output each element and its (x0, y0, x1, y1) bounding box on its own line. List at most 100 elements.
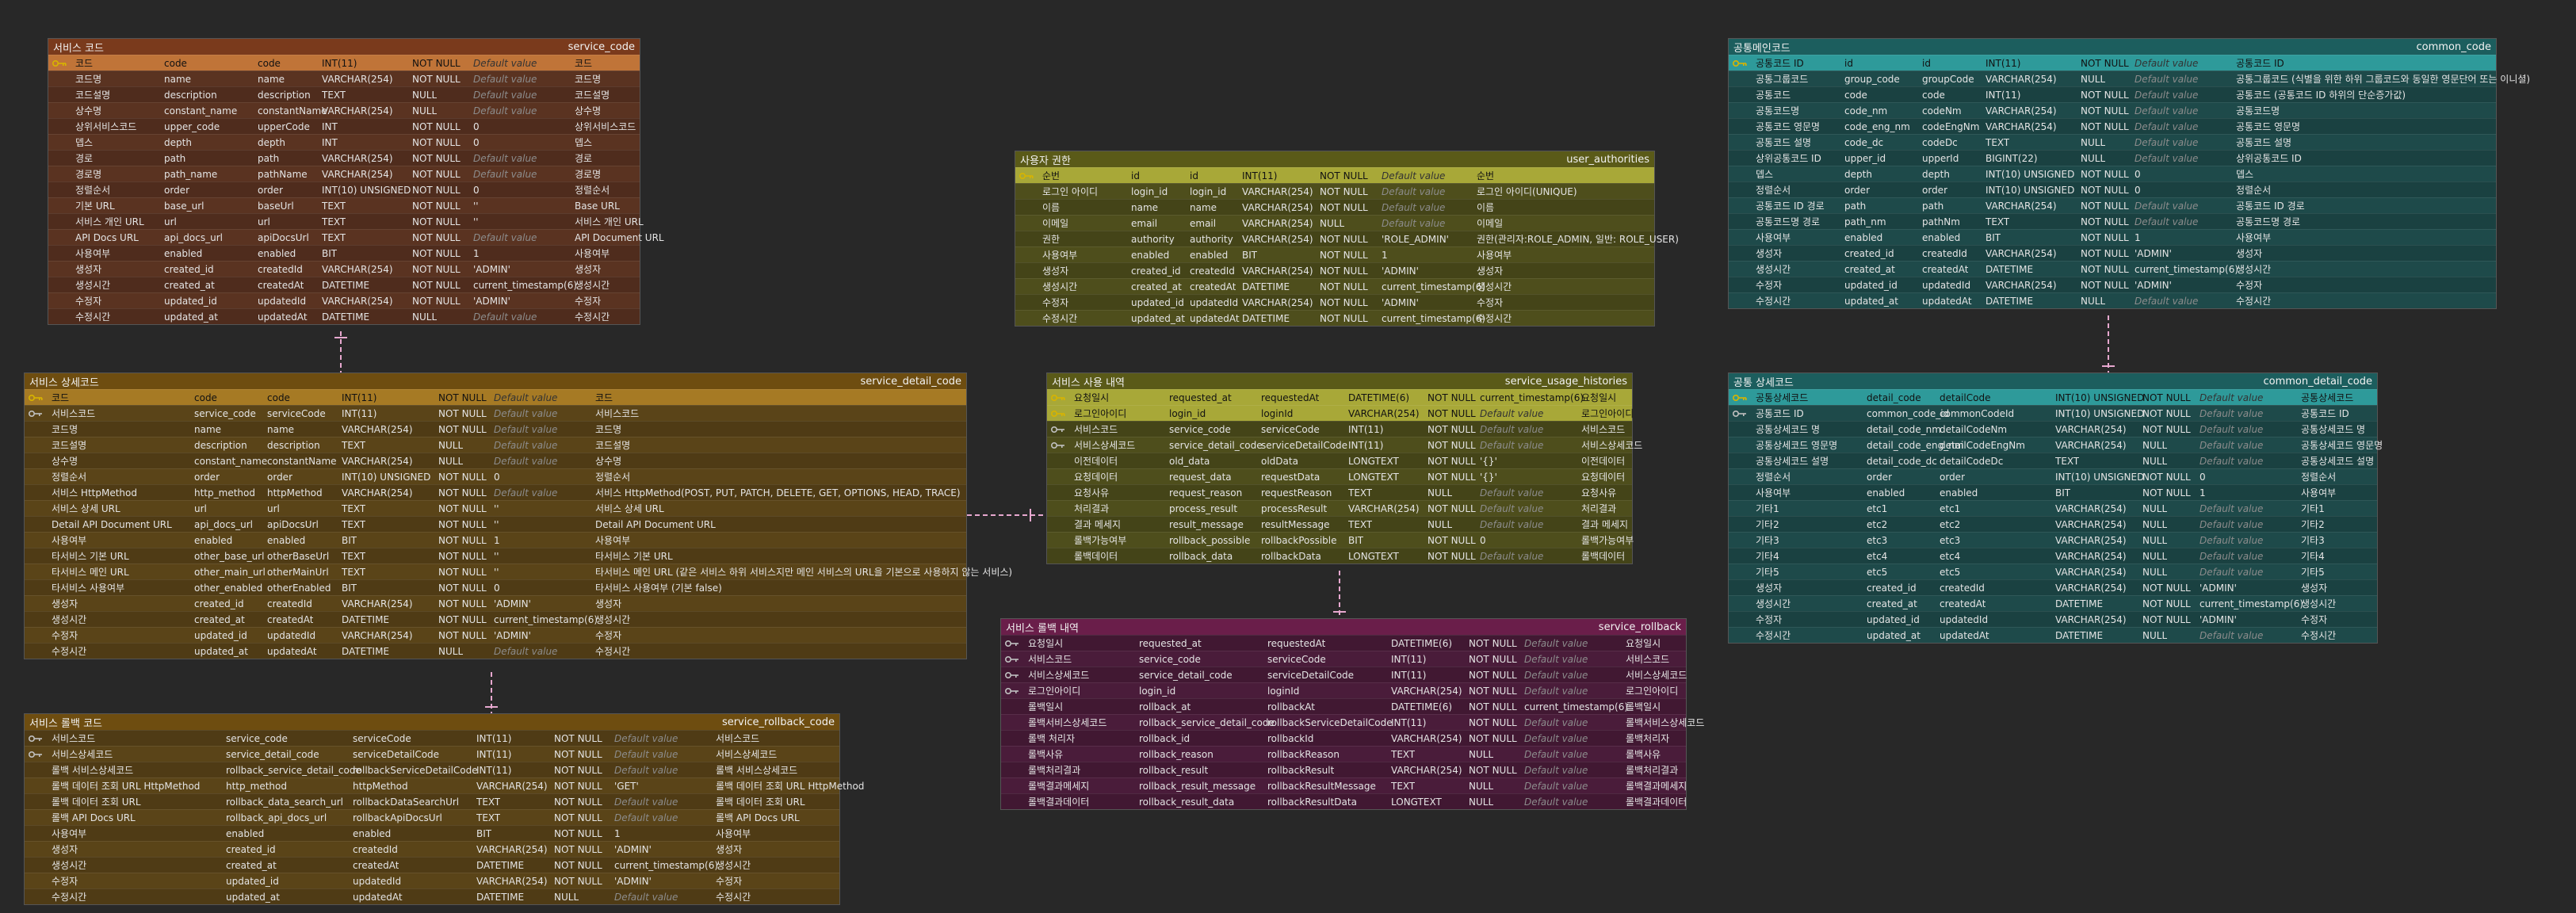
column-row[interactable]: 기타1 etc1 etc1 VARCHAR(254) NULL Default value… (1729, 500, 2377, 516)
column-row[interactable]: 정렬순서 order order INT(10) UNSIGNED NOT NULL 0 정… (25, 468, 966, 484)
table-service-rollback[interactable]: 서비스 롤백 내역 service_rollback 요청일시 requested… (1000, 618, 1704, 810)
column-row[interactable]: 요청데이터 request_data requestData LONGTEXT NOT … (1047, 468, 1632, 484)
column-row[interactable]: 롤백 데이터 조회 URL rollback_data_search_url rol… (25, 793, 839, 809)
column-row[interactable]: 롤백일시 rollback_at rollbackAt DATETIME(6) NOT … (1001, 698, 1686, 714)
column-row[interactable]: 뎁스 depth depth INT(10) UNSIGNED NOT NULL 0 뎁스 (1729, 166, 2496, 181)
column-row[interactable]: 공통코드명 code_nm codeNm VARCHAR(254) NOT NULL De… (1729, 102, 2496, 118)
primary-key-row[interactable]: 공통상세코드 detail_code detailCode INT(10) UNSIG… (1729, 389, 2377, 405)
column-row[interactable]: 수정자 updated_id updatedId VARCHAR(254) NOT NU… (25, 627, 966, 643)
table-service-usage-histories[interactable]: 서비스 사용 내역 service_usage_histories 요청일시 re… (1046, 372, 1642, 564)
column-row[interactable]: 사용여부 enabled enabled BIT NOT NULL 1 사용여부 (25, 532, 966, 548)
column-row[interactable]: 기타4 etc4 etc4 VARCHAR(254) NULL Default value… (1729, 548, 2377, 563)
column-row[interactable]: 서비스코드 service_code serviceCode INT(11) NOT N… (1047, 421, 1632, 437)
column-row[interactable]: 경로명 path_name pathName VARCHAR(254) NOT NULL… (48, 166, 640, 181)
column-row[interactable]: 생성자 created_id createdId VARCHAR(254) NOT NU… (25, 841, 839, 857)
column-row[interactable]: 수정자 updated_id updatedId VARCHAR(254) NOT NU… (1729, 611, 2377, 627)
column-row[interactable]: 공통코드 영문명 code_eng_nm codeEngNm VARCHAR(254)… (1729, 118, 2496, 134)
column-row[interactable]: 생성자 created_id createdId VARCHAR(254) NOT NU… (1729, 579, 2377, 595)
column-row[interactable]: 기타2 etc2 etc2 VARCHAR(254) NULL Default value… (1729, 516, 2377, 532)
column-row[interactable]: 생성시간 created_at createdAt DATETIME NOT NULL c… (25, 611, 966, 627)
column-row[interactable]: 수정시간 updated_at updatedAt DATETIME NULL Defau… (48, 308, 640, 324)
column-row[interactable]: 기본 URL base_url baseUrl TEXT NOT NULL '' Base … (48, 197, 640, 213)
column-row[interactable]: 타서비스 사용여부 other_enabled otherEnabled BIT NOT… (25, 579, 966, 595)
column-row[interactable]: 롤백사유 rollback_reason rollbackReason TEXT NUL… (1001, 746, 1686, 762)
column-row[interactable]: 타서비스 기본 URL other_base_url otherBaseUrl TEX… (25, 548, 966, 563)
table-service-code[interactable]: 서비스 코드 service_code 코드 code code INT(11) NOT… (48, 38, 664, 325)
column-row[interactable]: 롤백 API Docs URL rollback_api_docs_url roll… (25, 809, 839, 825)
column-row[interactable]: 수정자 updated_id updatedId VARCHAR(254) NOT NU… (25, 873, 839, 888)
column-row[interactable]: 정렬순서 order order INT(10) UNSIGNED NOT NULL 0 정… (48, 181, 640, 197)
column-row[interactable]: 기타3 etc3 etc3 VARCHAR(254) NULL Default value… (1729, 532, 2377, 548)
table-title-bar[interactable]: 서비스 상세코드 service_detail_code (25, 373, 966, 389)
column-row[interactable]: 기타5 etc5 etc5 VARCHAR(254) NULL Default value… (1729, 563, 2377, 579)
column-row[interactable]: 공통상세코드 영문명 detail_code_eng_nm detailCodeEn… (1729, 437, 2383, 453)
column-row[interactable]: 코드설명 description description TEXT NULL Defaul… (48, 86, 640, 102)
column-row[interactable]: 상위공통코드 ID upper_id upperId BIGINT(22) NULL De… (1729, 150, 2496, 166)
table-title-bar[interactable]: 공통 상세코드 common_detail_code (1729, 373, 2377, 389)
table-service-detail-code[interactable]: 서비스 상세코드 service_detail_code 코드 code code I… (24, 372, 1012, 659)
column-row[interactable]: 이메일 email email VARCHAR(254) NULL Default val… (1015, 215, 1654, 231)
column-row[interactable]: 수정시간 updated_at updatedAt DATETIME NULL Defau… (1729, 627, 2377, 643)
column-row[interactable]: 권한 authority authority VARCHAR(254) NOT NULL… (1015, 231, 1679, 246)
column-row[interactable]: 코드명 name name VARCHAR(254) NOT NULL Default v… (25, 421, 966, 437)
column-row[interactable]: 공통코드 ID common_code_id commonCodeId INT(10)… (1729, 405, 2377, 421)
column-row[interactable]: 경로 path path VARCHAR(254) NOT NULL Default va… (48, 150, 640, 166)
column-row[interactable]: 요청일시 requested_at requestedAt DATETIME(6) NO… (1001, 635, 1686, 651)
column-row[interactable]: 생성자 created_id createdId VARCHAR(254) NOT NU… (1729, 245, 2496, 261)
column-row[interactable]: 처리결과 process_result processResult VARCHAR(2… (1047, 500, 1632, 516)
column-row[interactable]: 사용여부 enabled enabled BIT NOT NULL 1 사용여부 (1015, 246, 1654, 262)
column-row[interactable]: 롤백서비스상세코드 rollback_service_detail_code rol… (1001, 714, 1704, 730)
column-row[interactable]: 수정시간 updated_at updatedAt DATETIME NULL Defau… (25, 643, 966, 659)
column-row[interactable]: 서비스 개인 URL url url TEXT NOT NULL '' 서비스 개인 URL (48, 213, 644, 229)
primary-key-row[interactable]: 코드 code code INT(11) NOT NULL Default value 코드 (48, 55, 640, 71)
column-row[interactable]: 사용여부 enabled enabled BIT NOT NULL 1 사용여부 (1729, 229, 2496, 245)
column-row[interactable]: 사용여부 enabled enabled BIT NOT NULL 1 사용여부 (1729, 484, 2377, 500)
table-title-bar[interactable]: 사용자 권한 user_authorities (1015, 151, 1654, 167)
column-row[interactable]: 롤백 처리자 rollback_id rollbackId VARCHAR(254) N… (1001, 730, 1686, 746)
column-row[interactable]: 공통코드명 경로 path_nm pathNm TEXT NOT NULL Default… (1729, 213, 2496, 229)
column-row[interactable]: 수정자 updated_id updatedId VARCHAR(254) NOT NU… (1729, 277, 2496, 292)
column-row[interactable]: 서비스상세코드 service_detail_code serviceDetailC… (1001, 667, 1687, 682)
column-row[interactable]: 롤백결과데이터 rollback_result_data rollbackResul… (1001, 793, 1687, 809)
table-title-bar[interactable]: 공통메인코드 common_code (1729, 39, 2496, 55)
table-common-code[interactable]: 공통메인코드 common_code 공통코드 ID id id INT(11) NOT… (1728, 38, 2530, 309)
column-row[interactable]: 사용여부 enabled enabled BIT NOT NULL 1 사용여부 (48, 245, 640, 261)
column-row[interactable]: 서비스코드 service_code serviceCode INT(11) NOT N… (25, 730, 839, 746)
column-row[interactable]: 생성자 created_id createdId VARCHAR(254) NOT NU… (1015, 262, 1654, 278)
column-row[interactable]: 로그인아이디 login_id loginId VARCHAR(254) NOT NUL… (1001, 682, 1686, 698)
column-row[interactable]: 공통상세코드 설명 detail_code_dc detailCodeDc TEXT N… (1729, 453, 2377, 468)
column-row[interactable]: 상수명 constant_name constantName VARCHAR(254)… (48, 102, 640, 118)
column-row[interactable]: 상수명 constant_name constantName VARCHAR(254)… (25, 453, 966, 468)
table-title-bar[interactable]: 서비스 롤백 코드 service_rollback_code (25, 714, 839, 730)
primary-key-row[interactable]: 요청일시 requested_at requestedAt DATETIME(6) NO… (1047, 389, 1632, 405)
column-row[interactable]: 상위서비스코드 upper_code upperCode INT NOT NULL 0 상위… (48, 118, 640, 134)
column-row[interactable]: 롤백결과메세지 rollback_result_message rollbackRe… (1001, 777, 1687, 793)
primary-key-row[interactable]: 코드 code code INT(11) NOT NULL Default value 코드 (25, 389, 966, 405)
table-title-bar[interactable]: 서비스 사용 내역 service_usage_histories (1047, 373, 1632, 389)
column-row[interactable]: 수정시간 updated_at updatedAt DATETIME NULL Defau… (25, 888, 839, 904)
column-row[interactable]: 사용여부 enabled enabled BIT NOT NULL 1 사용여부 (25, 825, 839, 841)
column-row[interactable]: 롤백데이터 rollback_data rollbackData LONGTEXT NO… (1047, 548, 1632, 563)
column-row[interactable]: 뎁스 depth depth INT NOT NULL 0 뎁스 (48, 134, 640, 150)
column-row[interactable]: 공통코드 code code INT(11) NOT NULL Default value… (1729, 86, 2496, 102)
table-title-bar[interactable]: 서비스 코드 service_code (48, 39, 640, 55)
column-row[interactable]: 롤백 데이터 조회 URL HttpMethod http_method httpM… (25, 777, 864, 793)
column-row[interactable]: 요청사유 request_reason requestReason TEXT NULL D… (1047, 484, 1632, 500)
column-row[interactable]: 서비스 HttpMethod http_method httpMethod VARCH… (25, 484, 966, 500)
column-row[interactable]: 로그인 아이디 login_id login_id VARCHAR(254) NOT N… (1015, 183, 1654, 199)
column-row[interactable]: 생성시간 created_at createdAt DATETIME NOT NULL c… (1015, 278, 1654, 294)
column-row[interactable]: 수정자 updated_id updatedId VARCHAR(254) NOT NU… (48, 292, 640, 308)
column-row[interactable]: 정렬순서 order order INT(10) UNSIGNED NOT NULL 0 정… (1729, 181, 2496, 197)
column-row[interactable]: 생성자 created_id createdId VARCHAR(254) NOT NU… (48, 261, 640, 277)
primary-key-row[interactable]: 로그인아이디 login_id loginId VARCHAR(254) NOT NUL… (1047, 405, 1634, 421)
column-row[interactable]: 서비스 상세 URL url url TEXT NOT NULL '' 서비스 상세 URL (25, 500, 966, 516)
column-row[interactable]: 이전데이터 old_data oldData LONGTEXT NOT NULL '{}'… (1047, 453, 1632, 468)
column-row[interactable]: 공통코드 ID 경로 path path VARCHAR(254) NOT NULL De… (1729, 197, 2496, 213)
column-row[interactable]: 코드명 name name VARCHAR(254) NOT NULL Default v… (48, 71, 640, 86)
column-row[interactable]: 서비스상세코드 service_detail_code serviceDetailC… (1047, 437, 1642, 453)
column-row[interactable]: 공통그룹코드 group_code groupCode VARCHAR(254) NUL… (1729, 71, 2530, 86)
column-row[interactable]: 롤백처리결과 rollback_result rollbackResult VARCH… (1001, 762, 1686, 777)
column-row[interactable]: 롤백 서비스상세코드 rollback_service_detail_code ro… (25, 762, 839, 777)
column-row[interactable]: 서비스코드 service_code serviceCode INT(11) NOT N… (25, 405, 966, 421)
column-row[interactable]: 수정자 updated_id updatedId VARCHAR(254) NOT NU… (1015, 294, 1654, 310)
